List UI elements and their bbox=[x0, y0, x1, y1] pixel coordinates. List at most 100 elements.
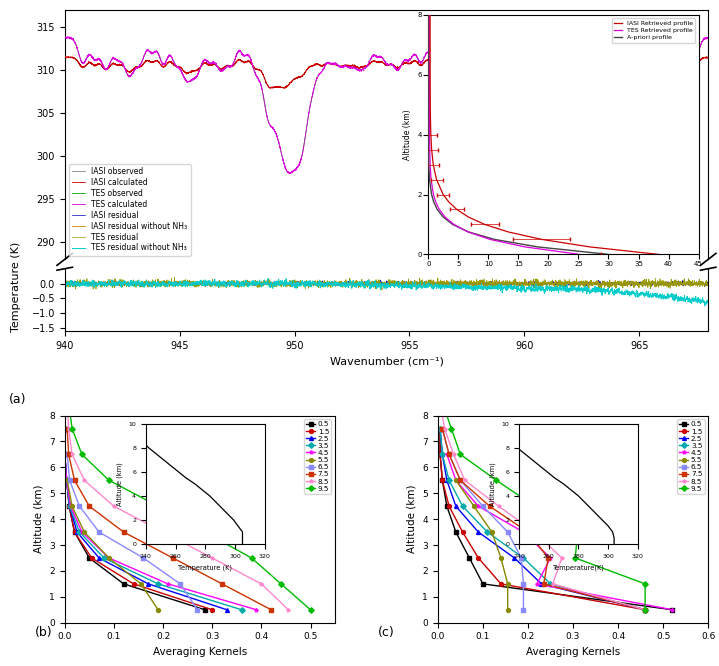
TES residual bbox=[170, 274, 179, 282]
0.5 bbox=[436, 450, 444, 458]
8.5 bbox=[436, 399, 444, 407]
IASI residual bbox=[107, 280, 116, 288]
TES observed bbox=[503, 63, 511, 71]
4.5 bbox=[66, 502, 75, 510]
Line: 3.5: 3.5 bbox=[438, 426, 647, 611]
4.5 bbox=[474, 502, 482, 510]
9.5 bbox=[277, 580, 285, 588]
IASI residual without NH₃ bbox=[541, 279, 549, 287]
2.5 bbox=[95, 554, 104, 562]
IASI residual bbox=[541, 280, 549, 288]
8.5 bbox=[159, 528, 168, 536]
3.5 bbox=[237, 606, 246, 614]
2.5 bbox=[63, 476, 71, 484]
TES residual bbox=[60, 278, 69, 286]
Line: TES calculated: TES calculated bbox=[65, 37, 708, 174]
TES calculated bbox=[60, 33, 69, 41]
9.5 bbox=[306, 606, 315, 614]
IASI observed bbox=[541, 59, 549, 67]
IASI residual bbox=[608, 278, 617, 286]
9.5 bbox=[456, 450, 464, 458]
9.5 bbox=[105, 476, 114, 484]
6.5 bbox=[95, 528, 104, 536]
TES observed bbox=[704, 34, 713, 42]
9.5 bbox=[641, 606, 649, 614]
6.5 bbox=[456, 476, 464, 484]
IASI observed bbox=[608, 59, 617, 67]
0.5 bbox=[479, 580, 487, 588]
2.5 bbox=[60, 450, 69, 458]
0.5 bbox=[465, 554, 474, 562]
4.5 bbox=[452, 476, 460, 484]
Line: 5.5: 5.5 bbox=[454, 478, 510, 611]
Line: 2.5: 2.5 bbox=[63, 426, 229, 611]
IASI residual bbox=[541, 279, 549, 287]
1.5 bbox=[129, 580, 138, 588]
6.5 bbox=[445, 450, 454, 458]
4.5 bbox=[60, 424, 69, 432]
9.5 bbox=[573, 528, 582, 536]
4.5 bbox=[105, 554, 114, 562]
2.5 bbox=[73, 528, 81, 536]
IASI residual without NH₃ bbox=[541, 278, 549, 286]
Y-axis label: Altitude (km): Altitude (km) bbox=[407, 485, 417, 553]
TES calculated bbox=[608, 53, 617, 61]
Line: IASI observed: IASI observed bbox=[65, 57, 708, 88]
Line: 7.5: 7.5 bbox=[441, 426, 647, 611]
Line: 4.5: 4.5 bbox=[63, 426, 258, 611]
5.5 bbox=[63, 476, 71, 484]
IASI calculated bbox=[60, 53, 69, 61]
9.5 bbox=[63, 373, 71, 381]
TES calculated bbox=[541, 53, 549, 61]
3.5 bbox=[483, 528, 492, 536]
Line: IASI residual without NH₃: IASI residual without NH₃ bbox=[65, 280, 708, 286]
IASI calculated bbox=[704, 53, 713, 61]
7.5 bbox=[168, 554, 177, 562]
9.5 bbox=[641, 580, 649, 588]
1.5 bbox=[436, 450, 444, 458]
Text: (a): (a) bbox=[9, 393, 26, 406]
8.5 bbox=[641, 606, 649, 614]
3.5 bbox=[445, 476, 454, 484]
IASI calculated bbox=[503, 62, 511, 70]
IASI calculated bbox=[107, 61, 116, 69]
Y-axis label: Altitude (km): Altitude (km) bbox=[34, 485, 44, 553]
TES observed bbox=[541, 53, 549, 61]
8.5 bbox=[549, 580, 557, 588]
6.5 bbox=[193, 606, 202, 614]
1.5 bbox=[70, 528, 79, 536]
Line: 8.5: 8.5 bbox=[438, 401, 647, 611]
0.5 bbox=[85, 554, 93, 562]
IASI calculated bbox=[266, 85, 275, 93]
IASI residual without NH₃ bbox=[608, 280, 617, 288]
8.5 bbox=[109, 502, 118, 510]
1.5 bbox=[63, 476, 71, 484]
5.5 bbox=[154, 606, 162, 614]
1.5 bbox=[436, 424, 444, 432]
7.5 bbox=[445, 450, 454, 458]
TES residual without NH₃ bbox=[380, 282, 389, 290]
9.5 bbox=[201, 528, 209, 536]
2.5 bbox=[223, 606, 232, 614]
8.5 bbox=[68, 450, 76, 458]
3.5 bbox=[63, 476, 71, 484]
3.5 bbox=[100, 554, 109, 562]
IASI residual without NH₃ bbox=[60, 279, 69, 287]
TES observed bbox=[285, 169, 294, 177]
0.5 bbox=[438, 476, 446, 484]
3.5 bbox=[458, 502, 467, 510]
2.5 bbox=[65, 502, 74, 510]
IASI residual bbox=[503, 279, 511, 287]
IASI calculated bbox=[541, 58, 549, 66]
8.5 bbox=[284, 606, 293, 614]
2.5 bbox=[60, 424, 69, 432]
6.5 bbox=[479, 502, 487, 510]
IASI residual without NH₃ bbox=[503, 279, 511, 287]
TES calculated bbox=[65, 33, 73, 41]
Line: TES observed: TES observed bbox=[65, 37, 708, 173]
IASI residual without NH₃ bbox=[442, 276, 451, 284]
5.5 bbox=[105, 554, 114, 562]
TES residual without NH₃ bbox=[107, 280, 116, 288]
0.5 bbox=[119, 580, 128, 588]
7.5 bbox=[539, 580, 548, 588]
